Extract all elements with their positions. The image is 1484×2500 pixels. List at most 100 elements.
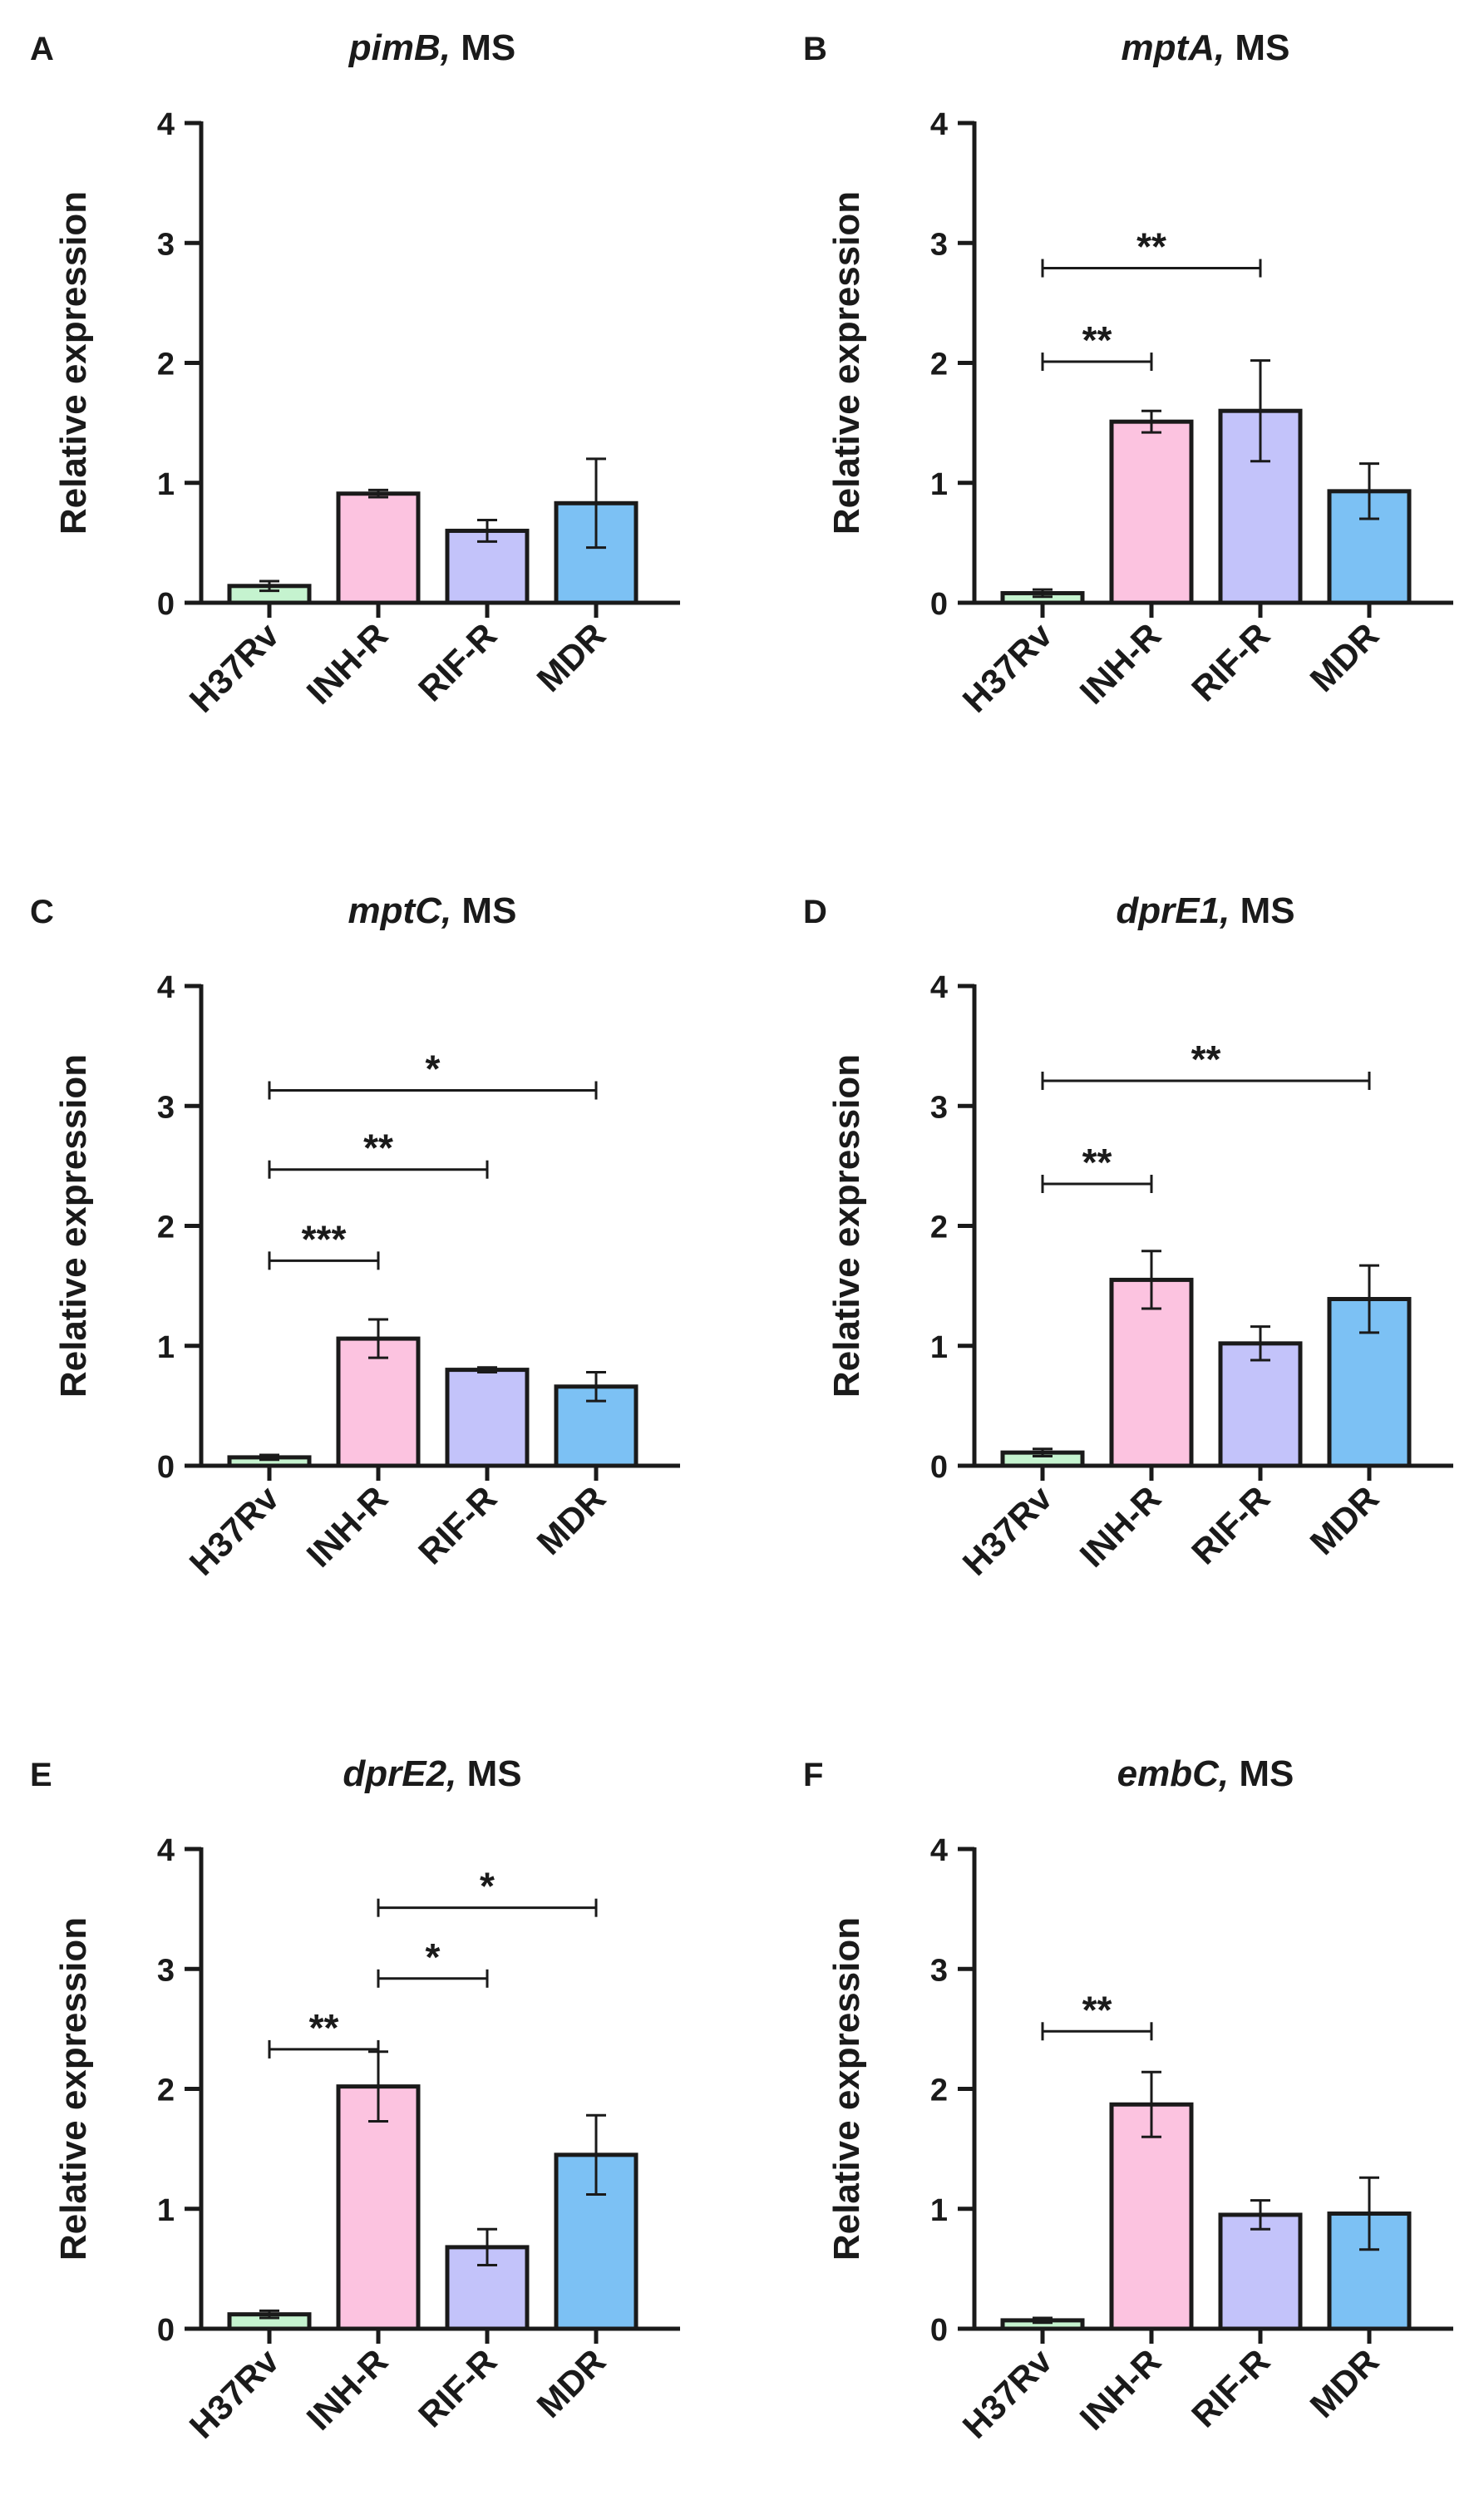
panel-letter: E — [30, 1757, 52, 1793]
y-axis-label: Relative expression — [53, 191, 94, 535]
chart-title: embC, MS — [1117, 1753, 1294, 1794]
title-suffix: MS — [1229, 1753, 1294, 1794]
y-axis-label: Relative expression — [826, 1917, 867, 2261]
y-tick-label: 1 — [157, 1330, 175, 1365]
chart-title: mptC, MS — [348, 890, 517, 931]
y-tick-label: 1 — [930, 2193, 948, 2228]
y-tick-label: 1 — [157, 467, 175, 502]
x-tick-label: RIF-R — [411, 615, 504, 708]
x-tick-label: INH-R — [1072, 1478, 1169, 1575]
x-tick-label: H37Rv — [955, 615, 1060, 720]
y-tick-label: 2 — [157, 1211, 175, 1245]
y-axis-label: Relative expression — [826, 1054, 867, 1398]
chart-title: pimB, MS — [348, 27, 515, 68]
x-tick-label: MDR — [529, 1478, 613, 1562]
x-tick-label: RIF-R — [411, 1478, 504, 1571]
y-tick-label: 3 — [157, 1953, 175, 1988]
significance-label: ** — [1082, 1141, 1112, 1184]
x-tick-label: RIF-R — [1184, 615, 1277, 708]
x-tick-label: RIF-R — [1184, 1478, 1277, 1571]
y-tick-label: 0 — [930, 1450, 948, 1485]
bar-inh-r — [1109, 1277, 1194, 1468]
panel-letter: D — [803, 894, 827, 930]
significance-label: * — [426, 1935, 441, 1979]
gene-name: embC, — [1117, 1753, 1229, 1794]
x-tick-label: H37Rv — [182, 615, 287, 720]
chart-title: dprE1, MS — [1116, 890, 1294, 931]
bar-inh-r — [336, 2084, 421, 2331]
y-tick-label: 0 — [930, 2313, 948, 2348]
x-tick-label: MDR — [529, 615, 613, 699]
y-tick-label: 2 — [930, 348, 948, 382]
y-tick-label: 0 — [157, 587, 175, 622]
bar-rif-r — [1218, 2212, 1303, 2331]
y-tick-label: 2 — [930, 2073, 948, 2108]
gene-name: dprE2, — [343, 1753, 456, 1794]
x-tick-label: INH-R — [299, 615, 396, 712]
x-tick-label: MDR — [529, 2341, 613, 2425]
x-tick-label: H37Rv — [182, 1478, 287, 1583]
bar-rif-r — [1218, 1341, 1303, 1468]
bar-inh-r — [1109, 419, 1194, 605]
significance-label: ** — [1136, 225, 1166, 269]
y-tick-label: 1 — [157, 2193, 175, 2228]
x-tick-label: INH-R — [299, 1478, 396, 1575]
y-tick-label: 0 — [157, 2313, 175, 2348]
x-tick-label: INH-R — [1072, 2341, 1169, 2438]
panel-letter: C — [30, 894, 54, 930]
y-tick-label: 1 — [930, 467, 948, 502]
y-tick-label: 0 — [930, 587, 948, 622]
y-tick-label: 2 — [930, 1211, 948, 1245]
x-tick-label: INH-R — [299, 2341, 396, 2438]
title-suffix: MS — [1230, 890, 1294, 931]
y-tick-label: 0 — [157, 1450, 175, 1485]
y-tick-label: 4 — [930, 107, 948, 142]
significance-label: ** — [309, 2006, 339, 2049]
gene-name: pimB, — [348, 27, 451, 68]
y-axis-label: Relative expression — [53, 1054, 94, 1398]
x-tick-label: H37Rv — [182, 2341, 287, 2446]
title-suffix: MS — [1225, 27, 1289, 68]
bar-rif-r — [445, 1368, 530, 1468]
gene-name: mptC, — [348, 890, 452, 931]
x-tick-label: RIF-R — [1184, 2341, 1277, 2434]
title-suffix: MS — [451, 27, 515, 68]
bar-inh-r — [336, 491, 421, 605]
x-tick-label: RIF-R — [411, 2341, 504, 2434]
panel-letter: A — [30, 31, 54, 67]
chart-title: mptA, MS — [1122, 27, 1290, 68]
y-tick-label: 3 — [930, 1953, 948, 1988]
y-tick-label: 3 — [157, 1090, 175, 1125]
y-tick-label: 3 — [930, 1090, 948, 1125]
panel-letter: B — [803, 31, 827, 67]
x-tick-label: H37Rv — [955, 1478, 1060, 1583]
significance-label: ** — [1082, 318, 1112, 362]
bar-inh-r — [1109, 2102, 1194, 2331]
significance-label: * — [426, 1047, 441, 1090]
x-tick-label: MDR — [1302, 1478, 1386, 1562]
x-tick-label: H37Rv — [955, 2341, 1060, 2446]
y-tick-label: 4 — [930, 1833, 948, 1868]
y-axis-label: Relative expression — [53, 1917, 94, 2261]
y-axis-label: Relative expression — [826, 191, 867, 535]
y-tick-label: 3 — [930, 227, 948, 262]
title-suffix: MS — [456, 1753, 521, 1794]
x-tick-label: INH-R — [1072, 615, 1169, 712]
panel-letter: F — [803, 1757, 823, 1793]
y-tick-label: 4 — [930, 970, 948, 1005]
y-tick-label: 1 — [930, 1330, 948, 1365]
x-tick-label: MDR — [1302, 2341, 1386, 2425]
y-tick-label: 4 — [157, 1833, 175, 1868]
significance-label: ** — [1082, 1988, 1112, 2031]
chart-title: dprE2, MS — [343, 1753, 521, 1794]
significance-label: ** — [363, 1127, 393, 1170]
y-tick-label: 3 — [157, 227, 175, 262]
y-tick-label: 4 — [157, 107, 175, 142]
gene-name: dprE1, — [1116, 890, 1230, 931]
y-tick-label: 4 — [157, 970, 175, 1005]
